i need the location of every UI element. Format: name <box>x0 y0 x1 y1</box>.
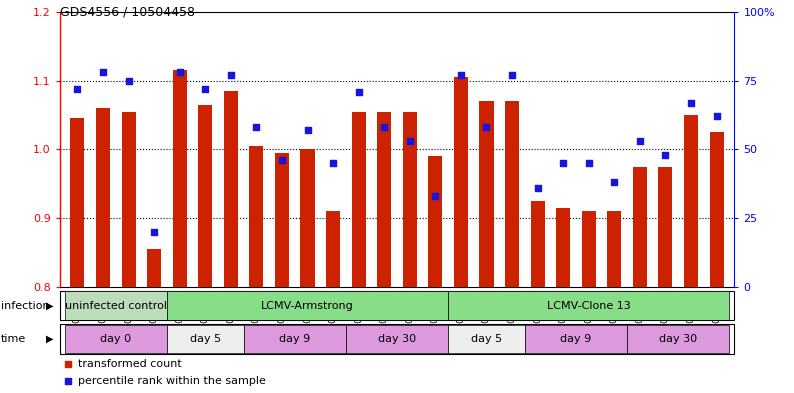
Point <box>148 229 160 235</box>
Point <box>608 179 621 185</box>
Point <box>61 378 74 384</box>
Bar <box>64 325 167 353</box>
Point <box>276 157 288 163</box>
Text: LCMV-Clone 13: LCMV-Clone 13 <box>547 301 630 310</box>
Bar <box>684 115 698 287</box>
Text: day 30: day 30 <box>659 334 697 344</box>
Bar <box>582 211 596 287</box>
Point <box>659 152 672 158</box>
Text: infection: infection <box>1 301 49 310</box>
Point <box>684 99 697 106</box>
Point <box>199 86 212 92</box>
Text: day 9: day 9 <box>279 334 310 344</box>
Bar <box>71 118 84 287</box>
Bar <box>607 211 622 287</box>
Point <box>378 124 391 130</box>
Text: time: time <box>1 334 26 344</box>
Bar <box>448 325 525 353</box>
Bar <box>64 292 167 320</box>
Bar <box>448 292 730 320</box>
Point <box>250 124 263 130</box>
Text: GDS4556 / 10504458: GDS4556 / 10504458 <box>60 6 195 19</box>
Point <box>61 361 74 367</box>
Point <box>429 193 441 199</box>
Text: ▶: ▶ <box>46 334 53 344</box>
Point <box>454 72 467 78</box>
Bar <box>627 325 730 353</box>
Bar <box>352 112 366 287</box>
Point <box>301 127 314 133</box>
Text: uninfected control: uninfected control <box>65 301 167 310</box>
Bar <box>377 112 391 287</box>
Text: day 0: day 0 <box>100 334 131 344</box>
Text: transformed count: transformed count <box>79 359 182 369</box>
Bar <box>658 167 673 287</box>
Bar <box>530 201 545 287</box>
Bar <box>710 132 723 287</box>
Text: day 5: day 5 <box>471 334 502 344</box>
Bar <box>556 208 570 287</box>
Point <box>403 138 416 144</box>
Bar <box>167 325 244 353</box>
Bar <box>346 325 448 353</box>
Bar <box>403 112 417 287</box>
Point <box>582 160 595 166</box>
Text: LCMV-Armstrong: LCMV-Armstrong <box>261 301 354 310</box>
Point <box>531 185 544 191</box>
Bar <box>121 112 136 287</box>
Point <box>480 124 493 130</box>
Text: day 9: day 9 <box>561 334 592 344</box>
Bar <box>505 101 519 287</box>
Bar <box>249 146 264 287</box>
Bar <box>167 292 448 320</box>
Bar <box>96 108 110 287</box>
Point <box>225 72 237 78</box>
Bar <box>275 153 289 287</box>
Point <box>557 160 569 166</box>
Point <box>506 72 518 78</box>
Bar <box>172 70 187 287</box>
Bar <box>300 149 314 287</box>
Point <box>122 77 135 84</box>
Bar <box>454 77 468 287</box>
Bar <box>198 105 212 287</box>
Bar <box>633 167 647 287</box>
Bar <box>244 325 346 353</box>
Bar <box>428 156 442 287</box>
Bar <box>147 249 161 287</box>
Point <box>353 88 365 95</box>
Point <box>327 160 340 166</box>
Text: day 5: day 5 <box>190 334 221 344</box>
Point <box>710 113 723 119</box>
Text: day 30: day 30 <box>378 334 416 344</box>
Point <box>71 86 84 92</box>
Point <box>97 69 110 75</box>
Bar <box>525 325 627 353</box>
Bar <box>480 101 494 287</box>
Point <box>634 138 646 144</box>
Text: percentile rank within the sample: percentile rank within the sample <box>79 376 266 386</box>
Bar <box>224 91 238 287</box>
Bar <box>326 211 340 287</box>
Text: ▶: ▶ <box>46 301 53 310</box>
Point <box>173 69 186 75</box>
